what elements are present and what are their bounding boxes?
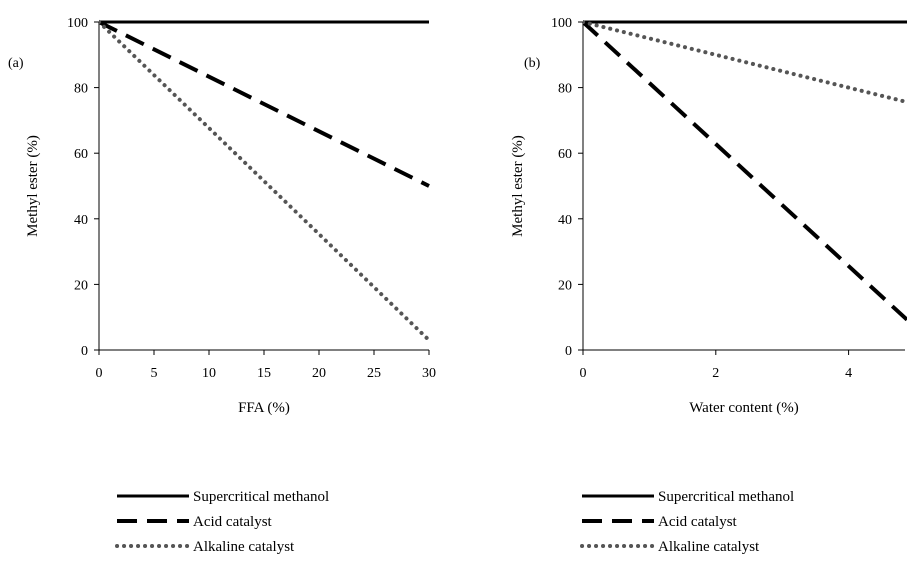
series-line-acid-catalyst [99, 20, 430, 188]
y-tick-label: 20 [74, 278, 88, 293]
x-tick-label: 5 [151, 366, 158, 381]
y-tick-label: 100 [67, 16, 88, 31]
y-axis-title: Methyl ester (%) [25, 135, 41, 237]
x-tick-label: 20 [312, 366, 326, 381]
legend-label: Acid catalyst [658, 514, 738, 530]
y-tick-label: 60 [558, 147, 572, 162]
series-group [583, 20, 907, 323]
legend: Supercritical methanol Acid catalyst Alkal… [115, 489, 329, 555]
x-axis-title: FFA (%) [238, 400, 290, 416]
x-tick-label: 2 [712, 366, 719, 381]
x-axis-title: Water content (%) [689, 400, 799, 416]
x-tick-label: 4 [845, 366, 852, 381]
x-tick-label: 30 [422, 366, 436, 381]
legend-label: Alkaline catalyst [658, 539, 760, 555]
y-tick-label: 40 [74, 213, 88, 228]
x-tick-label: 25 [367, 366, 381, 381]
y-tick-label: 0 [81, 344, 88, 359]
y-axis-title: Methyl ester (%) [510, 135, 526, 237]
y-tick-label: 0 [565, 344, 572, 359]
legend-label: Alkaline catalyst [193, 539, 295, 555]
chart-panel-b: 0 20 40 60 80 100 0 2 4 Water content (%) Methyl e… [510, 16, 907, 555]
chart-panel-a: 0 20 40 60 80 100 0 5 10 15 20 25 30 FFA (%) Methyl es… [8, 16, 436, 555]
series-group [99, 20, 431, 343]
x-tick-label: 0 [96, 366, 103, 381]
panel-label: (b) [524, 56, 541, 71]
y-tick-label: 80 [74, 82, 88, 97]
legend-label: Acid catalyst [193, 514, 273, 530]
legend-label: Supercritical methanol [658, 489, 794, 505]
x-tick-label: 15 [257, 366, 271, 381]
y-tick-label: 100 [551, 16, 572, 31]
y-tick-label: 60 [74, 147, 88, 162]
x-tick-label: 10 [202, 366, 216, 381]
y-tick-label: 20 [558, 278, 572, 293]
y-tick-label: 80 [558, 82, 572, 97]
y-tick-label: 40 [558, 213, 572, 228]
legend-label: Supercritical methanol [193, 489, 329, 505]
legend: Supercritical methanol Acid catalyst Alkal… [580, 489, 794, 555]
series-line-acid-catalyst [583, 20, 907, 323]
x-tick-label: 0 [580, 366, 587, 381]
series-line-alkaline-catalyst [99, 20, 431, 343]
series-line-alkaline-catalyst [583, 20, 907, 105]
panel-label: (a) [8, 56, 24, 71]
